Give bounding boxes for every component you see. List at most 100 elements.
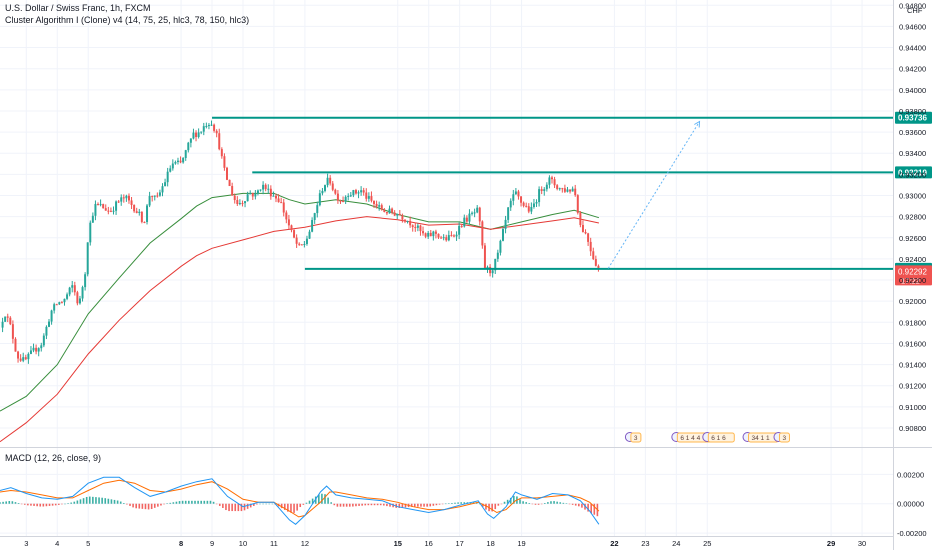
macd-histogram-bar <box>448 503 450 504</box>
macd-histogram-bar <box>209 500 212 504</box>
macd-histogram-bar <box>203 500 206 504</box>
candle-body <box>352 190 355 196</box>
candle-body <box>324 185 327 191</box>
macd-histogram-bar <box>58 503 60 505</box>
macd-histogram-bar <box>305 502 308 504</box>
macd-histogram-bar <box>491 503 493 512</box>
candle-body <box>202 126 205 132</box>
candle-body <box>86 242 89 275</box>
candle-body <box>450 235 453 237</box>
candle-body <box>592 251 595 260</box>
candle-body <box>58 302 61 305</box>
macd-histogram-bar <box>42 503 45 507</box>
macd-histogram-bar <box>376 503 379 506</box>
candle-body <box>385 212 388 214</box>
macd-histogram-bar <box>2 501 4 504</box>
macd-histogram-bar <box>79 499 82 504</box>
candle-body <box>574 188 577 196</box>
candle-body <box>293 230 296 238</box>
macd-histogram-bar <box>574 503 577 506</box>
candle-body <box>287 219 290 226</box>
projection-arrowhead <box>694 120 701 128</box>
candle-body <box>558 188 561 190</box>
candle-body <box>4 316 7 322</box>
macd-histogram-bar <box>225 503 227 511</box>
candle-body <box>398 213 401 216</box>
macd-histogram-bar <box>126 503 128 505</box>
candle-body <box>489 266 492 274</box>
macd-histogram-bar <box>525 502 528 504</box>
macd-histogram-bar <box>144 503 147 510</box>
candle-body <box>9 317 12 325</box>
candle-body <box>225 167 228 180</box>
candle-body <box>440 237 443 239</box>
macd-histogram-bar <box>293 503 295 513</box>
macd-histogram-bar <box>438 503 441 505</box>
macd-histogram-bar <box>410 503 413 507</box>
event-marker-label: 34 1 1 <box>752 435 770 442</box>
macd-histogram-bar <box>494 503 497 510</box>
macd-histogram-bar <box>36 503 38 507</box>
time-axis-tick: 16 <box>425 539 433 548</box>
event-marker-label: 6 1 6 <box>711 435 726 442</box>
macd-histogram-bar <box>178 501 181 504</box>
macd-histogram-bar <box>345 503 348 507</box>
macd-histogram-bar <box>444 503 447 505</box>
macd-line <box>0 476 600 525</box>
candle-body <box>213 124 216 131</box>
candle-body <box>233 195 236 201</box>
macd-histogram-bar <box>181 500 184 504</box>
candle-body <box>532 203 535 207</box>
candle-body <box>91 215 94 223</box>
macd-histogram-bar <box>11 501 14 504</box>
indicator-title: Cluster Algorithm I (Clone) v4 (14, 75, … <box>5 15 250 25</box>
candles <box>1 120 600 364</box>
candle-body <box>207 125 210 127</box>
macd-histogram-bar <box>389 503 391 507</box>
candle-body <box>527 206 530 212</box>
candle-body <box>378 205 381 207</box>
candle-body <box>465 217 468 222</box>
candle-body <box>571 188 574 192</box>
macd-histogram-bar <box>76 500 79 504</box>
time-axis-tick: 8 <box>179 539 183 548</box>
candle-body <box>99 204 102 206</box>
candle-body <box>380 205 383 210</box>
macd-histogram-bar <box>311 498 314 504</box>
macd-histogram-bar <box>500 503 503 505</box>
macd-histogram-bar <box>129 503 131 506</box>
macd-histogram-bar <box>361 503 363 506</box>
candle-body <box>1 321 4 328</box>
candle-body <box>331 183 334 190</box>
candle-body <box>321 190 324 194</box>
candle-body <box>396 213 399 216</box>
candle-body <box>414 227 417 229</box>
macd-histogram-bar <box>45 503 48 507</box>
candle-body <box>499 240 502 253</box>
candle-body <box>561 188 564 190</box>
candle-body <box>71 285 74 288</box>
candle-body <box>597 265 600 270</box>
macd-histogram-bar <box>138 503 141 509</box>
macd-histogram-bar <box>95 497 97 504</box>
candle-body <box>311 219 314 232</box>
candle-body <box>231 186 234 196</box>
macd-histogram-bar <box>342 503 345 507</box>
macd-histogram-bar <box>280 503 283 509</box>
macd-histogram-bar <box>30 503 32 506</box>
macd-histogram-bar <box>240 503 243 512</box>
event-marker-label: 3 <box>782 435 786 442</box>
macd-histogram-bar <box>215 503 218 505</box>
candle-body <box>434 231 437 234</box>
candle-body <box>130 200 133 205</box>
level-tag-label: 0.93736 <box>898 114 927 123</box>
macd-histogram-bar <box>302 503 305 505</box>
candle-body <box>66 294 69 299</box>
candle-body <box>164 182 167 187</box>
macd-histogram-bar <box>547 502 549 504</box>
candle-body <box>496 252 499 259</box>
macd-histogram-bar <box>191 500 193 504</box>
candle-body <box>274 195 277 199</box>
time-axis-tick: 30 <box>858 539 866 548</box>
